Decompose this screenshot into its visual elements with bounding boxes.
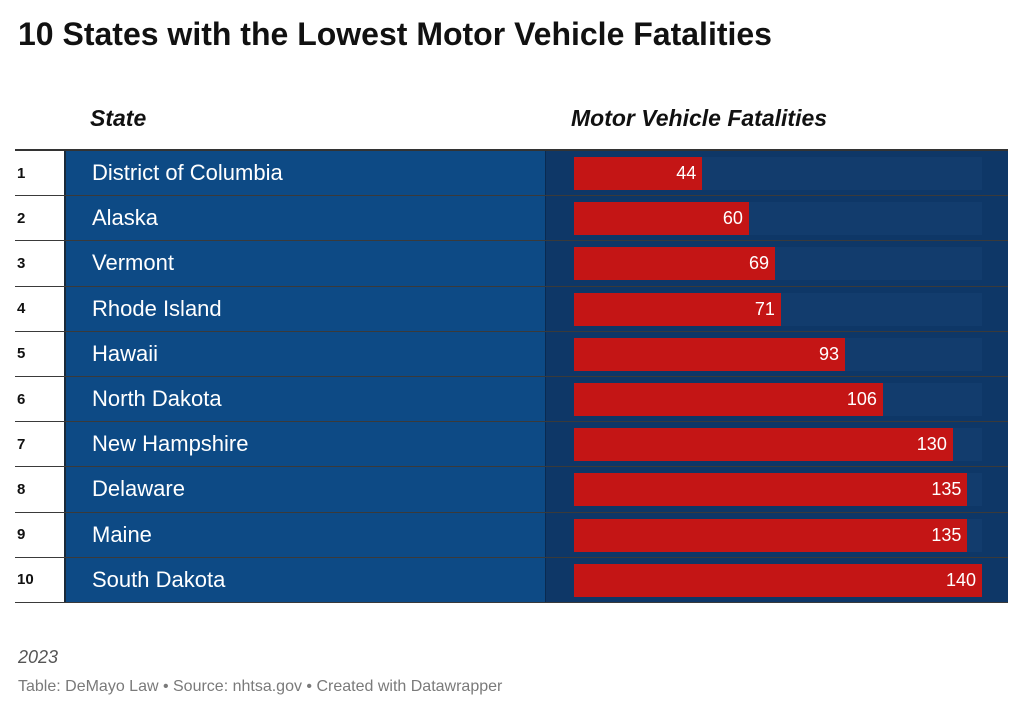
fatalities-cell: 60 xyxy=(545,196,1008,241)
fatalities-bar: 44 xyxy=(574,157,703,190)
rank-cell: 9 xyxy=(15,512,64,557)
bar-track: 140 xyxy=(574,563,982,597)
rank-cell: 1 xyxy=(15,151,64,196)
table-row: 10 South Dakota 140 xyxy=(15,557,1008,603)
table-row: 1 District of Columbia 44 xyxy=(15,151,1008,197)
rank-cell: 6 xyxy=(15,376,64,422)
table-row: 6 North Dakota 106 xyxy=(15,376,1008,423)
bar-value-label: 69 xyxy=(749,253,770,274)
column-header-state: State xyxy=(90,105,147,131)
bar-value-label: 93 xyxy=(818,343,840,364)
bar-track: 106 xyxy=(574,382,982,416)
fatalities-cell: 135 xyxy=(545,512,1008,557)
bar-track: 69 xyxy=(574,247,982,281)
bar-track: 44 xyxy=(574,157,982,190)
state-cell: North Dakota xyxy=(64,376,545,422)
state-cell: District of Columbia xyxy=(64,151,545,196)
rank-cell: 7 xyxy=(15,422,64,467)
fatalities-cell: 106 xyxy=(545,376,1008,422)
fatalities-bar: 69 xyxy=(574,247,776,281)
fatalities-cell: 140 xyxy=(545,557,1008,602)
state-cell: Rhode Island xyxy=(64,286,545,331)
fatalities-bar: 93 xyxy=(574,337,846,371)
fatalities-cell: 44 xyxy=(545,151,1008,196)
rank-cell: 3 xyxy=(15,241,64,286)
table-row: 2 Alaska 60 xyxy=(15,196,1008,242)
state-cell: Vermont xyxy=(64,241,545,286)
year-note: 2023 xyxy=(18,647,59,667)
source-footer: Table: DeMayo Law • Source: nhtsa.gov • … xyxy=(18,678,503,695)
bar-track: 135 xyxy=(574,518,982,552)
bar-track: 135 xyxy=(574,473,982,507)
state-cell: Alaska xyxy=(64,196,545,241)
state-cell: Hawaii xyxy=(64,331,545,376)
bar-value-label: 44 xyxy=(676,163,697,183)
bar-value-label: 106 xyxy=(846,388,877,409)
bar-value-label: 60 xyxy=(722,208,743,229)
table-row: 5 Hawaii 93 xyxy=(15,331,1008,377)
fatalities-cell: 130 xyxy=(545,422,1008,467)
fatalities-bar: 71 xyxy=(574,292,781,326)
state-cell: Maine xyxy=(64,512,545,557)
fatalities-bar: 135 xyxy=(574,518,968,552)
bar-track: 60 xyxy=(574,202,982,236)
bar-value-label: 71 xyxy=(754,298,775,319)
chart-title: 10 States with the Lowest Motor Vehicle … xyxy=(18,16,772,52)
table-row: 8 Delaware 135 xyxy=(15,467,1008,513)
fatalities-cell: 135 xyxy=(545,467,1008,512)
table-row: 9 Maine 135 xyxy=(15,512,1008,558)
bar-value-label: 135 xyxy=(931,479,962,500)
bar-track: 71 xyxy=(574,292,982,326)
table-row: 3 Vermont 69 xyxy=(15,241,1008,287)
state-cell: Delaware xyxy=(64,467,545,512)
rank-cell: 8 xyxy=(15,467,64,512)
state-cell: South Dakota xyxy=(64,557,545,602)
fatalities-table: 1 District of Columbia 44 2 Alaska 60 3 Vermont… xyxy=(15,149,1008,603)
rank-cell: 4 xyxy=(15,286,64,331)
fatalities-bar: 106 xyxy=(574,382,883,416)
fatalities-bar: 130 xyxy=(574,428,953,462)
fatalities-bar: 135 xyxy=(574,473,968,507)
table-row: 7 New Hampshire 130 xyxy=(15,422,1008,468)
fatalities-cell: 69 xyxy=(545,241,1008,286)
bar-track: 130 xyxy=(574,428,982,462)
rank-cell: 10 xyxy=(15,557,64,602)
fatalities-cell: 93 xyxy=(545,331,1008,376)
bar-value-label: 140 xyxy=(945,569,976,590)
state-cell: New Hampshire xyxy=(64,422,545,467)
fatalities-bar: 140 xyxy=(574,563,982,597)
bar-value-label: 135 xyxy=(931,524,962,545)
bar-track: 93 xyxy=(574,337,982,371)
rank-cell: 2 xyxy=(15,196,64,241)
rank-cell: 5 xyxy=(15,331,64,376)
fatalities-bar: 60 xyxy=(574,202,749,236)
fatalities-cell: 71 xyxy=(545,286,1008,331)
table-row: 4 Rhode Island 71 xyxy=(15,286,1008,332)
column-header-fatalities: Motor Vehicle Fatalities xyxy=(571,105,828,131)
bar-value-label: 130 xyxy=(916,434,947,455)
